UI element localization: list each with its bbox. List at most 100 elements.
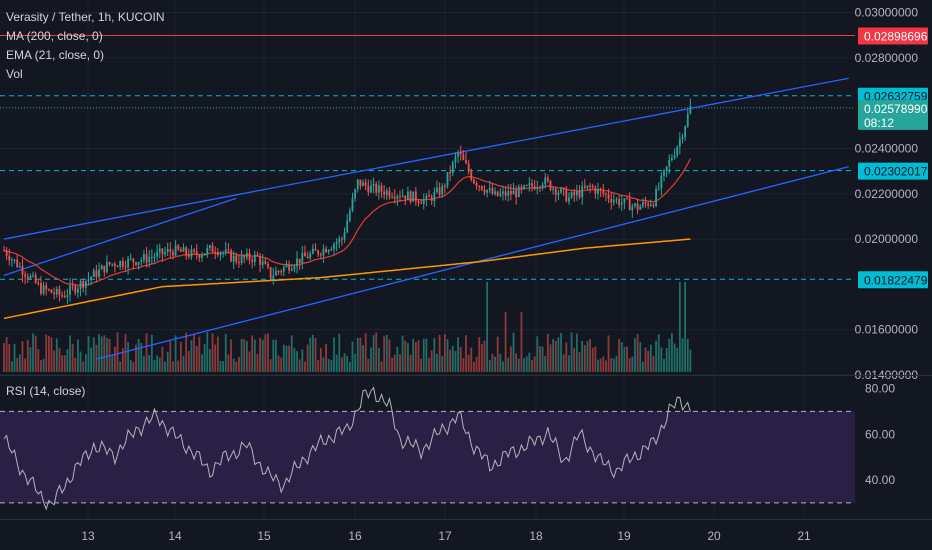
volume-bar (634, 338, 636, 372)
candle-body (393, 197, 396, 199)
candle-body (433, 191, 436, 201)
volume-bar (50, 337, 53, 372)
candle-body (327, 250, 330, 253)
candle-body (47, 289, 50, 291)
volume-bar (166, 351, 169, 372)
candle-body (121, 261, 124, 267)
candle-body (636, 203, 639, 210)
candle-body (644, 202, 647, 204)
candle-body (388, 190, 391, 197)
volume-bar (272, 339, 275, 372)
candle-body (55, 288, 58, 295)
volume-bar (327, 358, 330, 372)
volume-bar (557, 337, 560, 372)
candle-body (568, 197, 570, 202)
volume-bar (612, 358, 615, 372)
candle-body (322, 248, 325, 256)
volume-bar (375, 332, 378, 372)
price-tick-label: 0.02400000 (855, 141, 919, 155)
volume-bar (66, 349, 69, 372)
candle-body (420, 202, 423, 204)
volume-bar (546, 333, 549, 372)
volume-bar (359, 337, 362, 372)
ma-legend[interactable]: MA (200, close, 0) (6, 29, 103, 43)
candle-body (454, 156, 457, 163)
volume-bar (311, 334, 314, 372)
price-label: 0.02302017 (864, 165, 928, 179)
candle-body (409, 191, 412, 202)
candle-body (351, 198, 354, 211)
candle-body (491, 188, 494, 195)
candle-body (647, 203, 650, 206)
candle-body (116, 266, 119, 268)
volume-bar (169, 341, 172, 372)
volume-bar (18, 354, 21, 372)
volume-bar (367, 358, 370, 372)
volume-bar (82, 361, 85, 372)
candle-body (475, 183, 478, 186)
candle-body (269, 267, 272, 279)
volume-bar (364, 333, 367, 372)
candle-body (605, 193, 607, 195)
trendlines[interactable] (3, 77, 849, 360)
volume-bar (153, 359, 156, 372)
rsi-legend[interactable]: RSI (14, close) (6, 384, 86, 398)
candle-body (140, 260, 143, 263)
volume-bar (259, 337, 261, 372)
volume-bar (214, 344, 217, 372)
candle-body (623, 198, 626, 203)
volume-bar (206, 332, 209, 372)
volume-legend[interactable]: Vol (6, 67, 23, 81)
pane-separator[interactable] (0, 375, 932, 376)
volume-bar (317, 359, 320, 372)
candle-body (306, 256, 309, 259)
volume-bar (562, 354, 565, 372)
volume-bar (290, 335, 293, 372)
volume-bar (77, 339, 79, 372)
candle-body (573, 192, 576, 196)
candle-body (354, 189, 357, 199)
volume-bar (446, 339, 449, 372)
volume-bar (494, 356, 496, 372)
candle-body (626, 198, 628, 200)
volume-bar (140, 342, 143, 372)
candle-body (546, 177, 549, 181)
volume-bar (549, 344, 552, 372)
candle-body (396, 196, 399, 199)
volume-bar (671, 332, 673, 372)
time-axis[interactable]: 13 14 15 16 17 18 19 20 21 (81, 529, 811, 543)
volume-bar (179, 341, 182, 372)
price-axis[interactable]: 0.03000000 0.02800000 0.02400000 0.02200000… (855, 6, 928, 487)
candle-body (441, 185, 444, 195)
candle-body (438, 187, 441, 195)
candle-body (259, 255, 261, 265)
volume-bar (209, 349, 211, 372)
candle-body (256, 254, 259, 256)
volume-bar (554, 340, 557, 372)
candle-body (686, 113, 689, 127)
candle-body (124, 266, 127, 268)
candle-body (341, 238, 343, 240)
candle-body (343, 232, 346, 240)
candle-body (562, 188, 565, 190)
volume-bar (354, 353, 357, 372)
volume-bar (512, 332, 515, 372)
volume-bar (338, 333, 341, 372)
volume-bar (182, 355, 185, 372)
volume-bar (660, 347, 663, 372)
ema-legend[interactable]: EMA (21, close, 0) (6, 48, 105, 62)
symbol-title[interactable]: Verasity / Tether, 1h, KUCOIN (6, 10, 165, 24)
volume-bar (145, 333, 148, 372)
candle-body (671, 158, 673, 161)
candle-body (594, 187, 597, 194)
candle-body (290, 268, 293, 271)
volume-bar (433, 338, 436, 372)
candle-body (261, 261, 264, 265)
candle-body (599, 188, 602, 191)
volume-bar (53, 350, 56, 372)
volume-bar (219, 361, 222, 372)
candle-body (314, 248, 317, 251)
volume-bar (301, 349, 304, 372)
candle-body (61, 294, 63, 297)
